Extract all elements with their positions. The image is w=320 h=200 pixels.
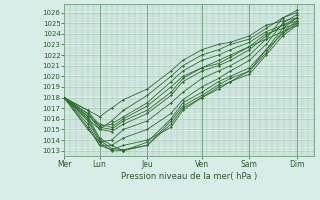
- X-axis label: Pression niveau de la mer( hPa ): Pression niveau de la mer( hPa ): [121, 172, 257, 181]
